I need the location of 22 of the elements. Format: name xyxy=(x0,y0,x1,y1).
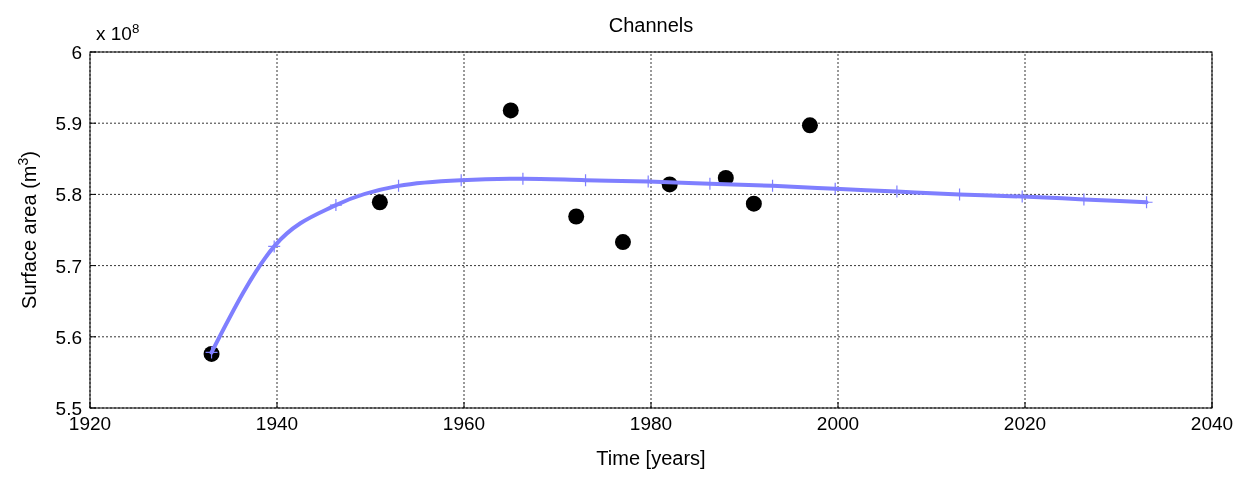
point xyxy=(801,117,818,134)
x-tick-label: 1960 xyxy=(442,413,486,434)
point xyxy=(267,239,281,253)
x-tick-label: 2000 xyxy=(816,413,860,434)
point xyxy=(614,234,631,251)
x-tick-label: 2020 xyxy=(1003,413,1047,434)
x-tick-label: 1980 xyxy=(629,413,673,434)
point xyxy=(745,195,762,212)
x-tick-label: 1940 xyxy=(255,413,299,434)
chart-title: Channels xyxy=(608,14,694,36)
point xyxy=(568,208,585,225)
x-axis-title: Time [years] xyxy=(596,447,706,469)
y-tick-label: 5.9 xyxy=(55,113,82,135)
y-tick-label: 5.6 xyxy=(55,326,82,348)
y-tick-label: 5.7 xyxy=(55,255,82,277)
point xyxy=(502,102,519,119)
point xyxy=(371,194,388,211)
y-tick-label: 5.8 xyxy=(55,184,82,206)
text: x 10$^{8}$ xyxy=(96,20,140,44)
y-tick-label: 6 xyxy=(71,42,82,63)
point xyxy=(329,198,343,212)
x-tick-label: 2040 xyxy=(1190,413,1234,434)
